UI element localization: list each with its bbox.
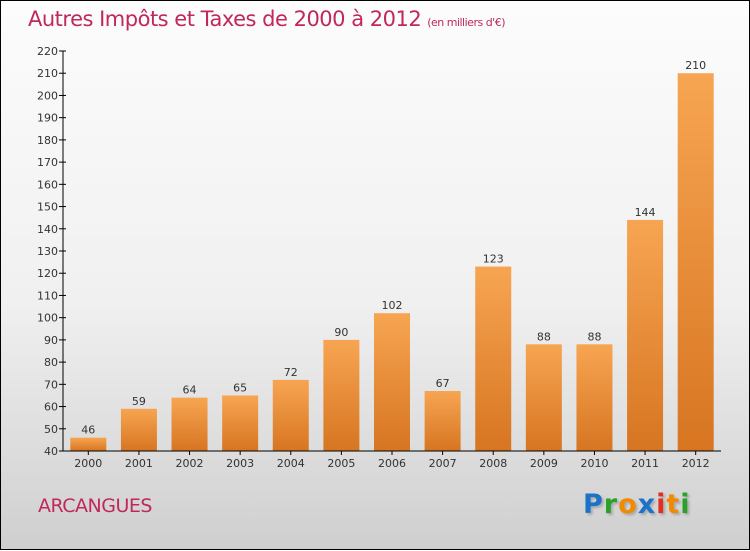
y-tick-label: 210	[37, 67, 58, 80]
logo-letter: P	[583, 489, 604, 520]
y-tick-label: 80	[44, 356, 58, 369]
logo-letter: t	[666, 489, 681, 520]
y-tick-label: 180	[37, 134, 58, 147]
bar	[627, 219, 664, 451]
bar-value-label: 64	[183, 384, 197, 397]
y-tick-label: 60	[44, 401, 58, 414]
y-tick-label: 110	[37, 289, 58, 302]
bar	[374, 313, 410, 451]
x-tick-label: 2003	[226, 457, 254, 470]
x-tick-label: 2006	[378, 457, 406, 470]
bar	[677, 73, 714, 451]
y-tick-label: 40	[44, 445, 58, 458]
bar	[171, 397, 208, 451]
bar-value-label: 210	[685, 59, 706, 72]
town-name: ARCANGUES	[38, 495, 152, 517]
bar-value-label: 72	[284, 366, 298, 379]
bar	[576, 344, 613, 451]
x-tick-label: 2011	[631, 457, 659, 470]
bar	[120, 408, 157, 451]
bar-value-label: 90	[334, 326, 348, 339]
title-text: Autres Impôts et Taxes de 2000 à 2012	[28, 7, 422, 31]
y-tick-label: 150	[37, 201, 58, 214]
y-tick-label: 130	[37, 245, 58, 258]
x-tick-label: 2000	[74, 457, 102, 470]
y-tick-label: 90	[44, 334, 58, 347]
x-tick-label: 2010	[580, 457, 608, 470]
bar-value-label: 123	[483, 253, 504, 266]
bar-value-label: 46	[81, 424, 95, 437]
x-tick-label: 2007	[429, 457, 457, 470]
bar	[424, 391, 461, 451]
y-tick-label: 220	[37, 45, 58, 58]
proxiti-logo: Proxiti	[583, 489, 691, 520]
bar-value-label: 88	[587, 330, 601, 343]
y-tick-label: 160	[37, 178, 58, 191]
y-tick-label: 200	[37, 89, 58, 102]
bar	[70, 437, 107, 451]
x-tick-label: 2002	[176, 457, 204, 470]
y-tick-label: 190	[37, 112, 58, 125]
logo-letter: i	[656, 489, 667, 520]
x-tick-label: 2004	[277, 457, 305, 470]
logo-letter: o	[618, 489, 638, 520]
bar-value-label: 65	[233, 381, 247, 394]
y-tick-label: 100	[37, 312, 58, 325]
y-tick-label: 120	[37, 267, 58, 280]
bar-value-label: 102	[382, 299, 403, 312]
bar	[272, 379, 309, 451]
chart-subtitle: (en milliers d'€)	[427, 16, 505, 29]
y-tick-label: 50	[44, 423, 58, 436]
logo-letter: x	[637, 489, 657, 520]
bar-value-label: 144	[635, 206, 656, 219]
x-tick-label: 2005	[327, 457, 355, 470]
chart-title: Autres Impôts et Taxes de 2000 à 2012 (en…	[28, 7, 505, 31]
bar-value-label: 59	[132, 395, 146, 408]
y-tick-label: 70	[44, 378, 58, 391]
x-tick-label: 2009	[530, 457, 558, 470]
bar	[475, 266, 512, 451]
bar-value-label: 88	[537, 330, 551, 343]
bar	[323, 339, 360, 451]
bar-value-label: 67	[436, 377, 450, 390]
y-tick-label: 140	[37, 223, 58, 236]
bar	[525, 344, 562, 451]
logo-letter: i	[680, 489, 691, 520]
logo-letter: r	[603, 489, 619, 520]
x-tick-label: 2012	[682, 457, 710, 470]
x-tick-label: 2001	[125, 457, 153, 470]
x-tick-label: 2008	[479, 457, 507, 470]
bar	[222, 395, 259, 451]
y-tick-label: 170	[37, 156, 58, 169]
